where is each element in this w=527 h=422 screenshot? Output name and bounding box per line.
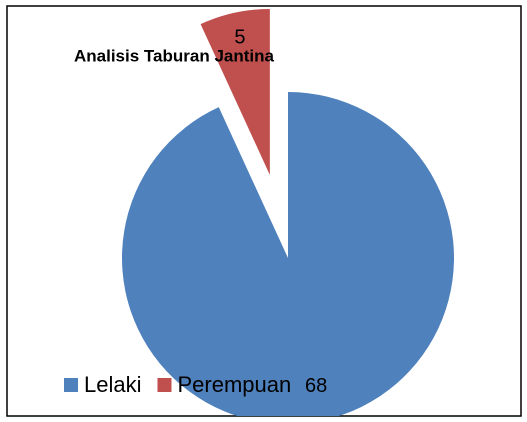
legend: Lelaki Perempuan	[64, 372, 291, 397]
legend-label: Lelaki	[84, 372, 141, 397]
pie-slice	[200, 8, 270, 175]
plot-area	[122, 8, 454, 416]
data-label: 5	[234, 26, 245, 48]
legend-swatch	[157, 378, 172, 392]
chart-title: Analisis Taburan Jantina	[74, 46, 275, 65]
legend-swatch	[64, 378, 78, 392]
pie-slice	[122, 92, 454, 416]
legend-label: Perempuan	[177, 372, 291, 397]
data-label: 68	[305, 375, 327, 397]
